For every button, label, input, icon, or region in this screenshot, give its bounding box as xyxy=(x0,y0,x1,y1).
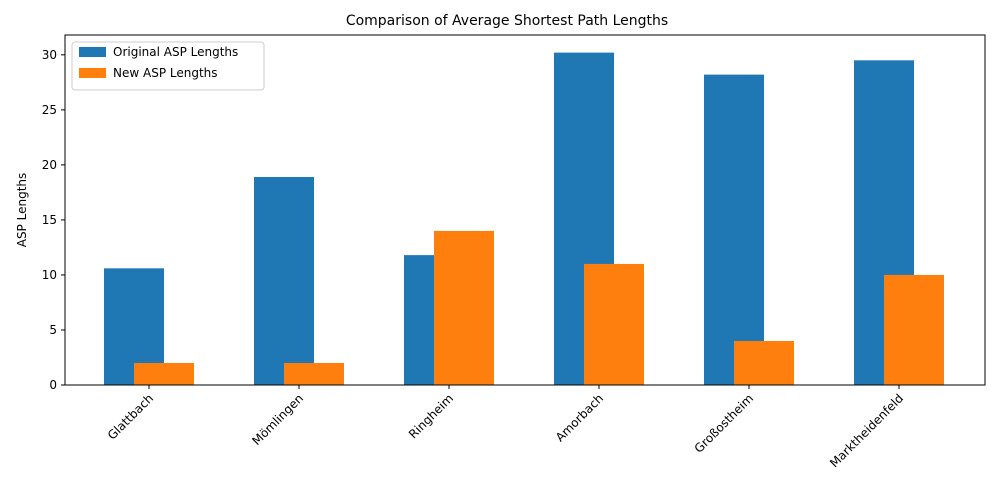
y-tick-label: 15 xyxy=(42,213,57,227)
bar-original-1 xyxy=(254,176,314,385)
chart-title: Comparison of Average Shortest Path Leng… xyxy=(346,13,668,29)
x-tick-label: Amorbach xyxy=(553,391,606,444)
bar-new-4 xyxy=(734,340,794,385)
x-tick-label: Großostheim xyxy=(692,391,756,455)
x-tick-label: Marktheidenfeld xyxy=(827,391,906,470)
y-tick-label: 25 xyxy=(42,103,57,117)
legend-box xyxy=(71,41,265,91)
legend-label-1: New ASP Lengths xyxy=(113,66,218,80)
legend: Original ASP Lengths New ASP Lengths xyxy=(71,41,265,91)
x-tick-label: Glattbach xyxy=(105,391,156,442)
y-tick-label: 20 xyxy=(42,158,57,172)
bar-new-2 xyxy=(434,230,494,385)
legend-swatch-0 xyxy=(79,47,106,57)
y-axis-label: ASP Lengths xyxy=(15,173,29,248)
y-tick-label: 0 xyxy=(49,378,57,392)
bar-new-3 xyxy=(584,263,644,385)
x-tick-label: Mömlingen xyxy=(249,391,306,448)
legend-swatch-1 xyxy=(79,68,106,78)
bar-original-4 xyxy=(704,74,764,385)
y-axis: 0 5 10 15 20 25 30 xyxy=(42,48,65,392)
plot-frame xyxy=(64,34,986,386)
y-tick-label: 10 xyxy=(42,268,57,282)
x-axis: Glattbach Mömlingen Ringheim Amorbach Großos… xyxy=(105,385,906,470)
x-tick-label: Ringheim xyxy=(406,391,456,441)
bar-new-5 xyxy=(884,274,944,385)
y-tick-label: 30 xyxy=(42,48,57,62)
bars-layer xyxy=(104,52,944,386)
y-tick-label: 5 xyxy=(49,323,57,337)
bar-new-0 xyxy=(134,362,194,385)
legend-label-0: Original ASP Lengths xyxy=(113,45,238,59)
bar-new-1 xyxy=(284,362,344,385)
